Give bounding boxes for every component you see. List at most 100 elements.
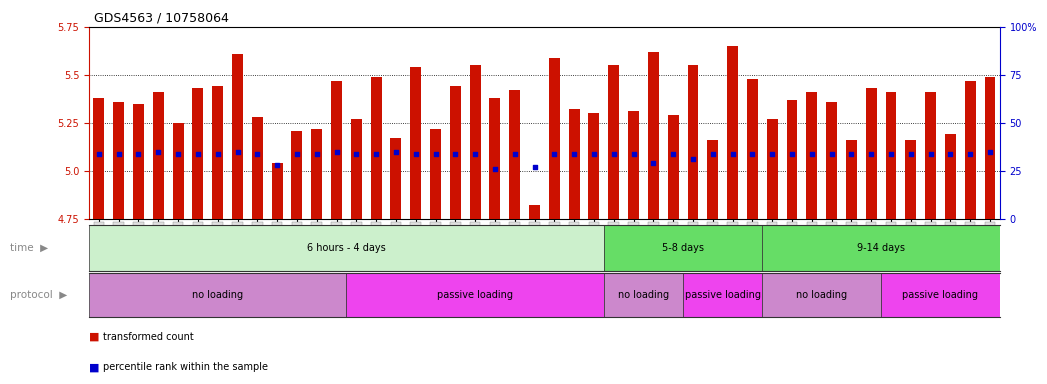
Point bbox=[705, 151, 721, 157]
Point bbox=[645, 160, 662, 166]
Point bbox=[170, 151, 186, 157]
Bar bbox=[291, 131, 303, 219]
Bar bbox=[648, 52, 659, 219]
Bar bbox=[89, 273, 347, 317]
Bar bbox=[391, 138, 401, 219]
Bar bbox=[786, 100, 798, 219]
Bar bbox=[213, 86, 223, 219]
Point bbox=[289, 151, 306, 157]
Point bbox=[565, 151, 582, 157]
Bar bbox=[906, 140, 916, 219]
Bar bbox=[569, 109, 580, 219]
Bar bbox=[747, 79, 758, 219]
Bar bbox=[351, 119, 362, 219]
Point bbox=[585, 151, 602, 157]
Bar bbox=[766, 119, 778, 219]
Point bbox=[527, 164, 543, 170]
Bar bbox=[410, 67, 421, 219]
Point bbox=[625, 151, 642, 157]
Bar bbox=[964, 81, 976, 219]
Point bbox=[507, 151, 524, 157]
Point bbox=[190, 151, 206, 157]
Bar bbox=[271, 163, 283, 219]
Point bbox=[903, 151, 919, 157]
Point bbox=[209, 151, 226, 157]
Point bbox=[150, 149, 166, 155]
Bar bbox=[608, 65, 619, 219]
Point bbox=[725, 151, 741, 157]
Bar bbox=[549, 58, 560, 219]
Point bbox=[308, 151, 325, 157]
Point bbox=[367, 151, 384, 157]
Bar bbox=[347, 273, 604, 317]
Bar bbox=[89, 225, 604, 271]
Point bbox=[744, 151, 761, 157]
Point bbox=[269, 162, 286, 168]
Bar bbox=[688, 65, 698, 219]
Bar bbox=[886, 92, 896, 219]
Point bbox=[229, 149, 246, 155]
Point bbox=[90, 151, 107, 157]
Point bbox=[328, 149, 344, 155]
Point bbox=[110, 151, 127, 157]
Bar bbox=[173, 123, 183, 219]
Bar bbox=[882, 273, 1000, 317]
Point bbox=[348, 151, 364, 157]
Point bbox=[863, 151, 879, 157]
Bar bbox=[529, 205, 540, 219]
Point bbox=[982, 149, 999, 155]
Bar bbox=[93, 98, 105, 219]
Text: no loading: no loading bbox=[618, 290, 669, 300]
Text: 9-14 days: 9-14 days bbox=[857, 243, 905, 253]
Point bbox=[447, 151, 464, 157]
Bar bbox=[604, 225, 762, 271]
Bar bbox=[762, 225, 1000, 271]
Text: ■: ■ bbox=[89, 332, 99, 342]
Point bbox=[545, 151, 562, 157]
Bar bbox=[926, 92, 936, 219]
Point bbox=[803, 151, 820, 157]
Bar bbox=[153, 92, 163, 219]
Bar bbox=[984, 77, 996, 219]
Point bbox=[387, 149, 404, 155]
Text: ■: ■ bbox=[89, 362, 99, 372]
Bar bbox=[252, 117, 263, 219]
Point bbox=[823, 151, 840, 157]
Text: passive loading: passive loading bbox=[685, 290, 761, 300]
Bar bbox=[945, 134, 956, 219]
Text: time  ▶: time ▶ bbox=[10, 243, 48, 253]
Text: transformed count: transformed count bbox=[103, 332, 194, 342]
Bar bbox=[232, 54, 243, 219]
Bar bbox=[450, 86, 461, 219]
Text: protocol  ▶: protocol ▶ bbox=[10, 290, 68, 300]
Point bbox=[665, 151, 682, 157]
Bar bbox=[826, 102, 837, 219]
Bar bbox=[509, 90, 520, 219]
Point bbox=[883, 151, 899, 157]
Bar bbox=[708, 140, 718, 219]
Text: percentile rank within the sample: percentile rank within the sample bbox=[103, 362, 268, 372]
Text: GDS4563 / 10758064: GDS4563 / 10758064 bbox=[94, 12, 229, 25]
Bar bbox=[668, 115, 678, 219]
Text: passive loading: passive loading bbox=[438, 290, 513, 300]
Bar bbox=[806, 92, 818, 219]
Text: 5-8 days: 5-8 days bbox=[662, 243, 704, 253]
Point bbox=[467, 151, 484, 157]
Bar bbox=[311, 129, 322, 219]
Point bbox=[407, 151, 424, 157]
Bar bbox=[193, 88, 203, 219]
Text: 6 hours - 4 days: 6 hours - 4 days bbox=[307, 243, 385, 253]
Point bbox=[685, 156, 701, 162]
Text: no loading: no loading bbox=[796, 290, 847, 300]
Point bbox=[942, 151, 959, 157]
Point bbox=[962, 151, 979, 157]
Bar bbox=[628, 111, 639, 219]
Bar bbox=[430, 129, 441, 219]
Bar bbox=[727, 46, 738, 219]
Text: no loading: no loading bbox=[193, 290, 243, 300]
Bar bbox=[866, 88, 876, 219]
Point bbox=[427, 151, 444, 157]
Bar bbox=[604, 273, 683, 317]
Bar bbox=[331, 81, 342, 219]
Point bbox=[249, 151, 266, 157]
